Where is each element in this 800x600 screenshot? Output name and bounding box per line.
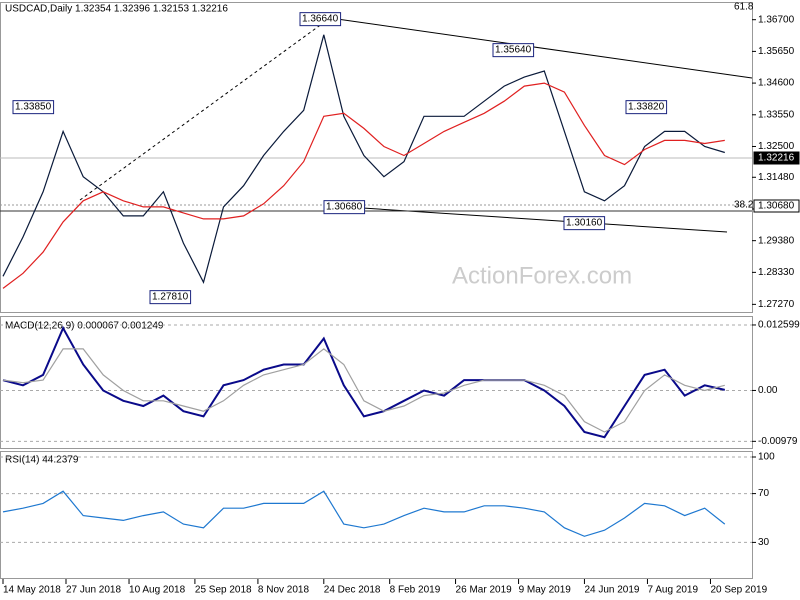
series-line xyxy=(2,490,726,537)
annotation-box xyxy=(323,200,366,215)
annotation: 1.36640 xyxy=(302,14,339,25)
x-tick-label: 26 Mar 2019 xyxy=(456,585,513,596)
annotation-box xyxy=(12,100,55,115)
y-tick-label: 1.27270 xyxy=(758,299,795,310)
x-tick-label: 20 Sep 2019 xyxy=(710,585,767,596)
annotation-box xyxy=(492,43,535,58)
annotation: 1.30680 xyxy=(326,202,363,213)
annotation-box xyxy=(563,216,606,231)
rsi-panel xyxy=(0,451,753,579)
x-tick-label: 24 Jun 2019 xyxy=(584,585,639,596)
y-tick-label: 1.28330 xyxy=(758,267,795,278)
price-tag-box xyxy=(753,199,800,213)
series-line xyxy=(2,348,725,433)
chart-title: USDCAD,Daily 1.32354 1.32396 1.32153 1.3… xyxy=(5,4,228,15)
y-tick-label: 1.34600 xyxy=(758,78,795,89)
y-tick-label: 1.33550 xyxy=(758,109,795,120)
price-tag: 1.32216 xyxy=(758,153,795,164)
series-line xyxy=(2,82,725,289)
y-tick-label: 1.29380 xyxy=(758,235,795,246)
y-tick-label: 70 xyxy=(758,488,770,499)
y-tick-label: 100 xyxy=(758,452,775,463)
y-tick-label: -0.00979 xyxy=(758,436,798,447)
y-tick-label: 1.35650 xyxy=(758,46,795,57)
annotation-box xyxy=(625,100,668,115)
annotation-box xyxy=(149,290,192,305)
y-tick-label: 0.012599 xyxy=(758,320,800,331)
y-tick-label: 30 xyxy=(758,537,770,548)
price-tag-box xyxy=(753,151,800,165)
y-tick-label: 0.00 xyxy=(758,385,778,396)
annotation: 61.8 xyxy=(734,2,754,13)
x-tick-label: 14 May 2018 xyxy=(3,585,61,596)
x-tick-label: 8 Feb 2019 xyxy=(390,585,441,596)
series-line xyxy=(2,325,726,439)
annotation: 1.27810 xyxy=(152,292,189,303)
annotation: 1.33820 xyxy=(628,102,665,113)
macd-title: MACD(12,26,9) 0.000067 0.001249 xyxy=(5,321,164,332)
x-tick-label: 25 Sep 2018 xyxy=(195,585,252,596)
macd-panel xyxy=(0,316,753,449)
annotation: 38.2 xyxy=(734,200,754,211)
x-tick-label: 10 Aug 2018 xyxy=(129,585,186,596)
annotation: 1.35640 xyxy=(495,45,532,56)
annotation-box xyxy=(299,12,342,27)
y-tick-label: 1.31480 xyxy=(758,172,795,183)
x-tick-label: 24 Dec 2018 xyxy=(324,585,381,596)
annotation: 1.33850 xyxy=(15,102,52,113)
x-tick-label: 8 Nov 2018 xyxy=(258,585,310,596)
price-tag: 1.30680 xyxy=(758,201,795,212)
rsi-title: RSI(14) 44.2379 xyxy=(5,455,79,466)
y-tick-label: 1.32500 xyxy=(758,141,795,152)
annotation: 1.30160 xyxy=(566,218,603,229)
y-tick-label: 1.36700 xyxy=(758,14,795,25)
trend-line xyxy=(329,17,753,79)
watermark: ActionForex.com xyxy=(452,262,632,289)
x-tick-label: 7 Aug 2019 xyxy=(647,585,698,596)
series-line xyxy=(2,34,725,284)
x-tick-label: 27 Jun 2018 xyxy=(66,585,121,596)
x-tick-label: 9 May 2019 xyxy=(519,585,572,596)
